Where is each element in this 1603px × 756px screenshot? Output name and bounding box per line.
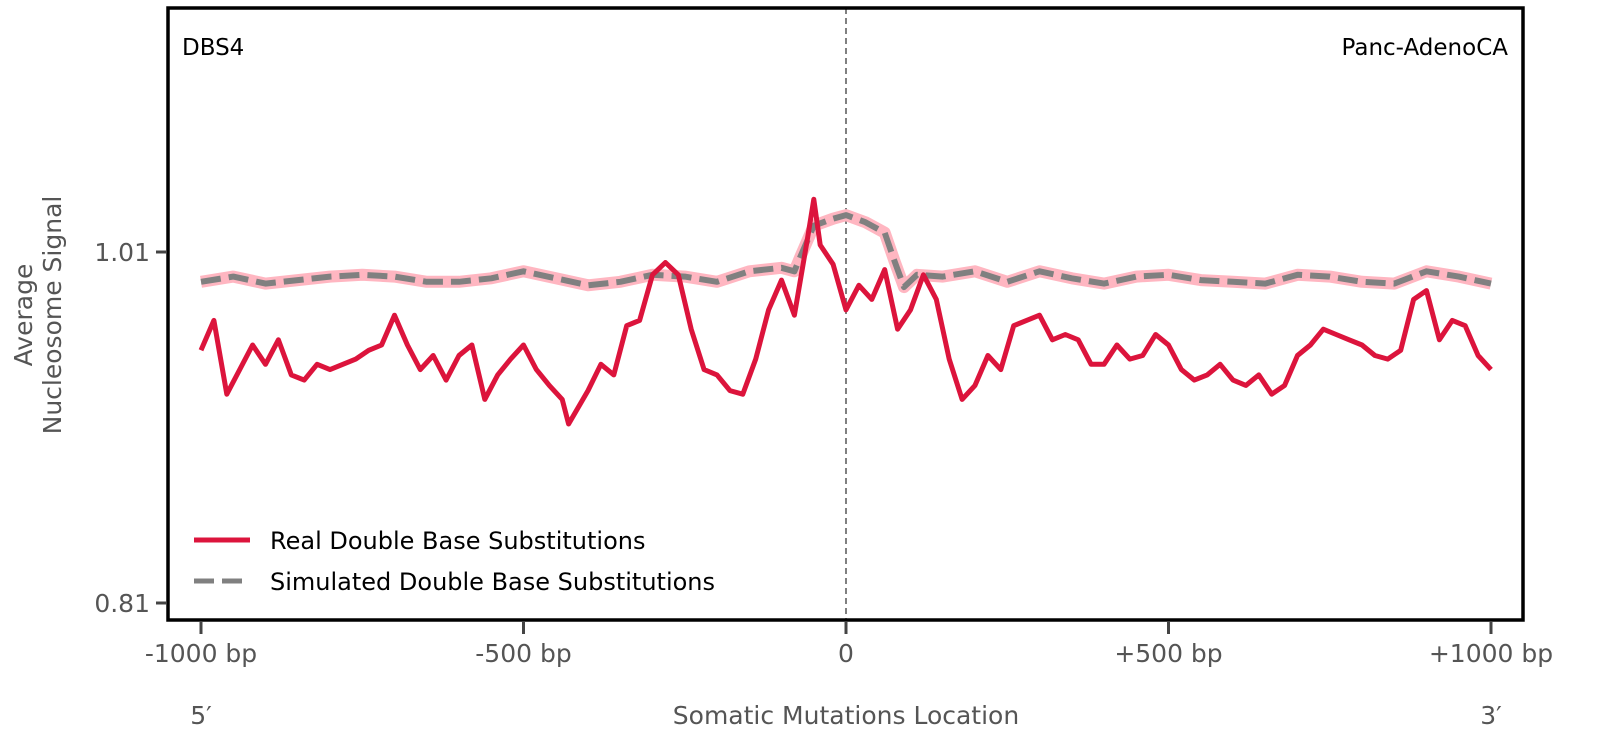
x-tick-label: +500 bp bbox=[1114, 639, 1222, 668]
real-series-line bbox=[198, 196, 1493, 427]
x-tick-label: -500 bp bbox=[475, 639, 571, 668]
y-tick-label: 0.81 bbox=[94, 589, 150, 618]
x-axis-label: Somatic Mutations Location bbox=[673, 701, 1019, 730]
x-tick-label: -1000 bp bbox=[145, 639, 257, 668]
legend-real-label: Real Double Base Substitutions bbox=[270, 527, 645, 555]
cancer-type-label: Panc-AdenoCA bbox=[1342, 35, 1509, 61]
y-axis-label-line2: Nucleosome Signal bbox=[38, 196, 67, 435]
x-tick-label: 0 bbox=[838, 639, 854, 668]
legend: Real Double Base Substitutions Simulated… bbox=[194, 527, 715, 596]
y-axis-label-line1: Average bbox=[9, 264, 38, 367]
y-axis: 1.01 0.81 bbox=[94, 238, 166, 618]
end-label-3prime: 3′ bbox=[1480, 701, 1502, 730]
signature-label: DBS4 bbox=[182, 35, 244, 61]
plot-frame bbox=[166, 6, 1525, 622]
legend-simulated-label: Simulated Double Base Substitutions bbox=[270, 568, 715, 596]
end-label-5prime: 5′ bbox=[190, 701, 212, 730]
simulated-series-line bbox=[200, 212, 1492, 291]
x-axis: -1000 bp -500 bp 0 +500 bp +1000 bp bbox=[145, 622, 1553, 668]
y-tick-label: 1.01 bbox=[94, 238, 150, 267]
plot-area bbox=[198, 8, 1493, 620]
x-tick-label: +1000 bp bbox=[1429, 639, 1553, 668]
